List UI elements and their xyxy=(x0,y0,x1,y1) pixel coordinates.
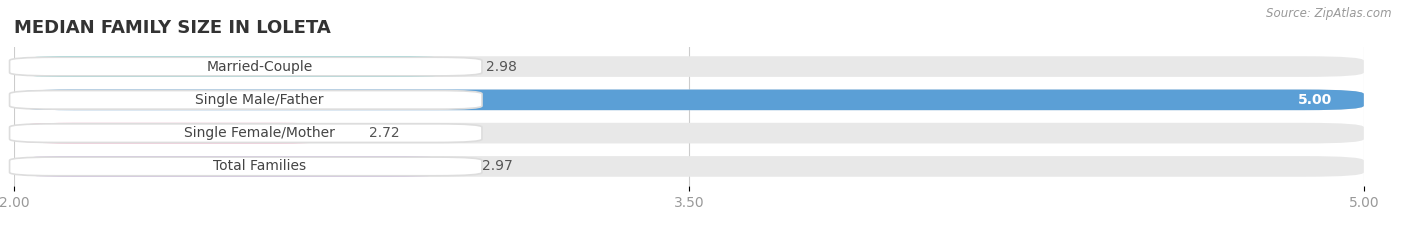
FancyBboxPatch shape xyxy=(14,123,337,144)
Text: MEDIAN FAMILY SIZE IN LOLETA: MEDIAN FAMILY SIZE IN LOLETA xyxy=(14,19,330,37)
FancyBboxPatch shape xyxy=(14,123,1364,144)
FancyBboxPatch shape xyxy=(14,89,1364,110)
Text: 2.98: 2.98 xyxy=(486,60,517,74)
FancyBboxPatch shape xyxy=(14,56,1364,77)
FancyBboxPatch shape xyxy=(10,124,482,142)
FancyBboxPatch shape xyxy=(10,157,482,176)
FancyBboxPatch shape xyxy=(14,56,456,77)
FancyBboxPatch shape xyxy=(14,89,1364,110)
Text: 5.00: 5.00 xyxy=(1298,93,1333,107)
Text: 2.97: 2.97 xyxy=(482,159,513,173)
Text: Single Male/Father: Single Male/Father xyxy=(195,93,323,107)
Text: Source: ZipAtlas.com: Source: ZipAtlas.com xyxy=(1267,7,1392,20)
Text: Married-Couple: Married-Couple xyxy=(207,60,312,74)
FancyBboxPatch shape xyxy=(14,156,1364,177)
Text: 2.72: 2.72 xyxy=(370,126,401,140)
FancyBboxPatch shape xyxy=(14,156,450,177)
FancyBboxPatch shape xyxy=(10,57,482,76)
Text: Total Families: Total Families xyxy=(212,159,307,173)
Text: Single Female/Mother: Single Female/Mother xyxy=(184,126,335,140)
FancyBboxPatch shape xyxy=(10,91,482,109)
